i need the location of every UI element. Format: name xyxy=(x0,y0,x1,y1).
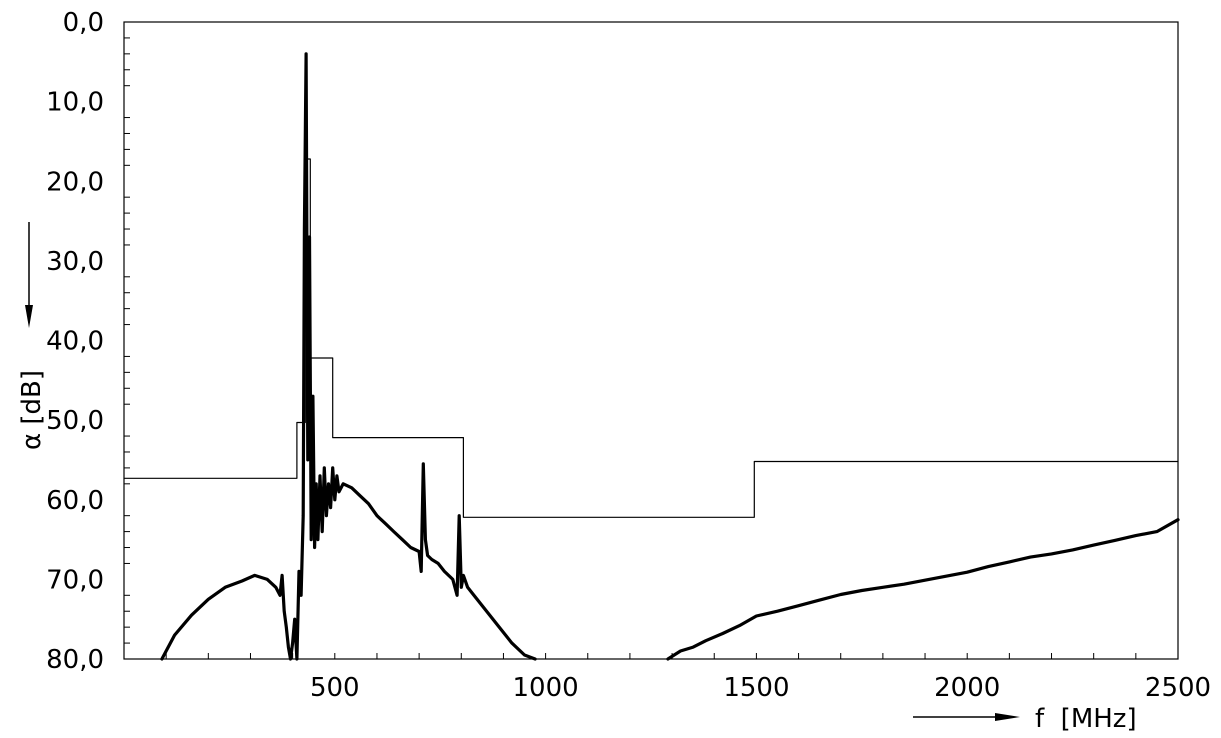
y-tick-label: 20,0 xyxy=(46,167,104,197)
plot-frame xyxy=(123,21,1179,660)
series-layer xyxy=(123,52,1180,661)
y-tick-label: 50,0 xyxy=(46,406,104,436)
series-line-2 xyxy=(160,52,537,661)
y-axis-arrow-head xyxy=(25,305,33,328)
y-axis-label: α [dB] xyxy=(17,370,47,450)
y-tick-labels: 0,0 10,0 20,0 30,0 40,0 50,0 60,0 70,0 80,0 xyxy=(46,8,104,675)
x-tick-labels: 500 1000 1500 2000 2500 xyxy=(310,673,1211,703)
y-tick-label: 70,0 xyxy=(46,565,104,595)
x-tick-label: 2000 xyxy=(934,673,1000,703)
x-axis-label: f [MHz] xyxy=(1035,704,1137,734)
y-tick-label: 80,0 xyxy=(46,645,104,675)
x-axis-label-group: f [MHz] xyxy=(913,704,1137,734)
x-tick-label: 1000 xyxy=(513,673,579,703)
series-line-3 xyxy=(666,518,1180,661)
y-tick-label: 0,0 xyxy=(63,8,104,38)
y-tick-label: 60,0 xyxy=(46,486,104,516)
y-tick-label: 40,0 xyxy=(46,327,104,357)
y-tick-label: 30,0 xyxy=(46,247,104,277)
x-tick-label: 1500 xyxy=(723,673,789,703)
x-tick-label: 2500 xyxy=(1145,673,1211,703)
x-axis-arrow-head xyxy=(995,713,1020,721)
series-line-1 xyxy=(123,158,1179,518)
x-tick-label: 500 xyxy=(310,673,360,703)
y-tick-label: 10,0 xyxy=(46,88,104,118)
y-axis-label-group: α [dB] xyxy=(17,222,47,450)
minor-ticks xyxy=(124,37,1137,659)
